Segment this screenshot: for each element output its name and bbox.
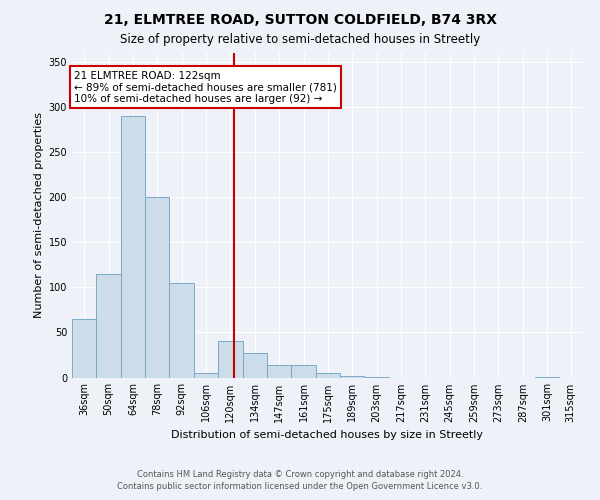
Bar xyxy=(292,365,316,378)
Text: 21, ELMTREE ROAD, SUTTON COLDFIELD, B74 3RX: 21, ELMTREE ROAD, SUTTON COLDFIELD, B74 … xyxy=(104,12,497,26)
Bar xyxy=(364,376,389,378)
Text: Size of property relative to semi-detached houses in Streetly: Size of property relative to semi-detach… xyxy=(120,32,480,46)
X-axis label: Distribution of semi-detached houses by size in Streetly: Distribution of semi-detached houses by … xyxy=(171,430,483,440)
Bar xyxy=(267,365,292,378)
Text: Contains HM Land Registry data © Crown copyright and database right 2024.: Contains HM Land Registry data © Crown c… xyxy=(137,470,463,479)
Bar xyxy=(169,282,194,378)
Bar xyxy=(340,376,364,378)
Bar xyxy=(316,373,340,378)
Bar xyxy=(121,116,145,378)
Bar xyxy=(72,319,97,378)
Bar xyxy=(145,197,169,378)
Text: Contains public sector information licensed under the Open Government Licence v3: Contains public sector information licen… xyxy=(118,482,482,491)
Bar xyxy=(535,376,559,378)
Text: 21 ELMTREE ROAD: 122sqm
← 89% of semi-detached houses are smaller (781)
10% of s: 21 ELMTREE ROAD: 122sqm ← 89% of semi-de… xyxy=(74,70,337,104)
Bar xyxy=(218,342,242,378)
Y-axis label: Number of semi-detached properties: Number of semi-detached properties xyxy=(34,112,44,318)
Bar xyxy=(97,274,121,378)
Bar xyxy=(194,373,218,378)
Bar xyxy=(242,353,267,378)
